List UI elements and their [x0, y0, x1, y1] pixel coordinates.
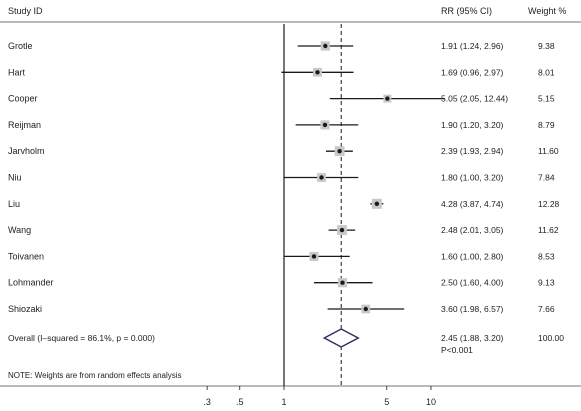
point-estimate: [323, 43, 328, 49]
study-weight: 12.28: [538, 199, 560, 209]
reference-lines: [283, 24, 342, 386]
study-weight: 9.38: [538, 41, 555, 51]
overall-row: Overall (I–squared = 86.1%, p = 0.000) 2…: [8, 328, 564, 355]
x-tick-label: 1: [281, 397, 286, 407]
study-ci: 4.28 (3.87, 4.74): [441, 199, 504, 209]
study-row: Shiozaki 3.60 (1.98, 6.57) 7.66: [8, 304, 555, 314]
study-name: Grotle: [8, 41, 33, 51]
overall-weight: 100.00: [538, 333, 564, 343]
study-weight: 5.15: [538, 94, 555, 104]
study-row: Hart 1.69 (0.96, 2.97) 8.01: [8, 67, 555, 77]
study-ci: 2.48 (2.01, 3.05): [441, 225, 504, 235]
weights-note: NOTE: Weights are from random effects an…: [8, 371, 182, 380]
study-row: Niu 1.80 (1.00, 3.20) 7.84: [8, 173, 555, 183]
study-weight: 8.79: [538, 120, 555, 130]
study-name: Cooper: [8, 94, 38, 104]
overall-p: P<0.001: [441, 345, 473, 355]
study-name: Toivanen: [8, 251, 44, 261]
x-axis: .3 .5 1 5 10: [203, 386, 436, 407]
header-weight: Weight %: [528, 6, 566, 16]
study-weight: 7.84: [538, 173, 555, 183]
study-name: Hart: [8, 67, 26, 77]
study-row: Jarvholm 2.39 (1.93, 2.94) 11.60: [8, 146, 559, 156]
x-tick-label: .5: [236, 397, 244, 407]
point-estimate: [374, 201, 380, 206]
study-ci: 1.90 (1.20, 3.20): [441, 120, 504, 130]
study-rows: Grotle 1.91 (1.24, 2.96) 9.38 Hart 1.69 (0.9…: [8, 41, 560, 314]
study-weight: 11.62: [538, 225, 559, 235]
study-weight: 11.60: [538, 146, 559, 156]
point-estimate: [340, 280, 345, 285]
x-tick-label: 5: [384, 397, 389, 407]
point-estimate: [339, 227, 345, 233]
study-row: Wang 2.48 (2.01, 3.05) 11.62: [8, 225, 559, 235]
study-row: Lohmander 2.50 (1.60, 4.00) 9.13: [8, 278, 555, 288]
study-name: Jarvholm: [8, 146, 45, 156]
study-name: Niu: [8, 173, 22, 183]
point-estimate: [315, 70, 320, 75]
x-tick-label: 10: [426, 397, 436, 407]
study-name: Wang: [8, 225, 31, 235]
study-weight: 9.13: [538, 278, 555, 288]
study-weight: 8.53: [538, 251, 555, 261]
point-estimate: [337, 149, 342, 154]
study-ci: 2.50 (1.60, 4.00): [441, 278, 504, 288]
study-weight: 7.66: [538, 304, 555, 314]
point-estimate: [363, 306, 368, 312]
header: Study ID RR (95% CI) Weight %: [8, 6, 566, 16]
study-row: Grotle 1.91 (1.24, 2.96) 9.38: [8, 41, 555, 51]
study-weight: 8.01: [538, 67, 555, 77]
overall-ci: 2.45 (1.88, 3.20): [441, 333, 504, 343]
study-name: Shiozaki: [8, 304, 42, 314]
study-name: Lohmander: [8, 278, 54, 288]
study-ci: 1.69 (0.96, 2.97): [441, 67, 504, 77]
point-estimate: [319, 175, 324, 180]
x-tick-label: .3: [203, 397, 211, 407]
overall-label: Overall (I–squared = 86.1%, p = 0.000): [8, 333, 155, 343]
point-estimate: [311, 254, 317, 259]
point-estimate: [322, 122, 328, 128]
study-row: Toivanen 1.60 (1.00, 2.80) 8.53: [8, 251, 555, 261]
study-name: Liu: [8, 199, 20, 209]
point-estimate: [385, 96, 390, 101]
study-row: Reijman 1.90 (1.20, 3.20) 8.79: [8, 120, 555, 130]
study-ci: 1.60 (1.00, 2.80): [441, 251, 504, 261]
study-row: Cooper 5.05 (2.05, 12.44) 5.15: [8, 94, 555, 104]
study-ci: 2.39 (1.93, 2.94): [441, 146, 504, 156]
study-ci: 5.05 (2.05, 12.44): [441, 94, 508, 104]
study-ci: 1.80 (1.00, 3.20): [441, 173, 504, 183]
study-name: Reijman: [8, 120, 41, 130]
study-row: Liu 4.28 (3.87, 4.74) 12.28: [8, 198, 560, 209]
header-study: Study ID: [8, 6, 43, 16]
header-effect: RR (95% CI): [441, 6, 492, 16]
overall-diamond: [322, 328, 360, 348]
study-ci: 1.91 (1.24, 2.96): [441, 41, 504, 51]
study-ci: 3.60 (1.98, 6.57): [441, 304, 504, 314]
